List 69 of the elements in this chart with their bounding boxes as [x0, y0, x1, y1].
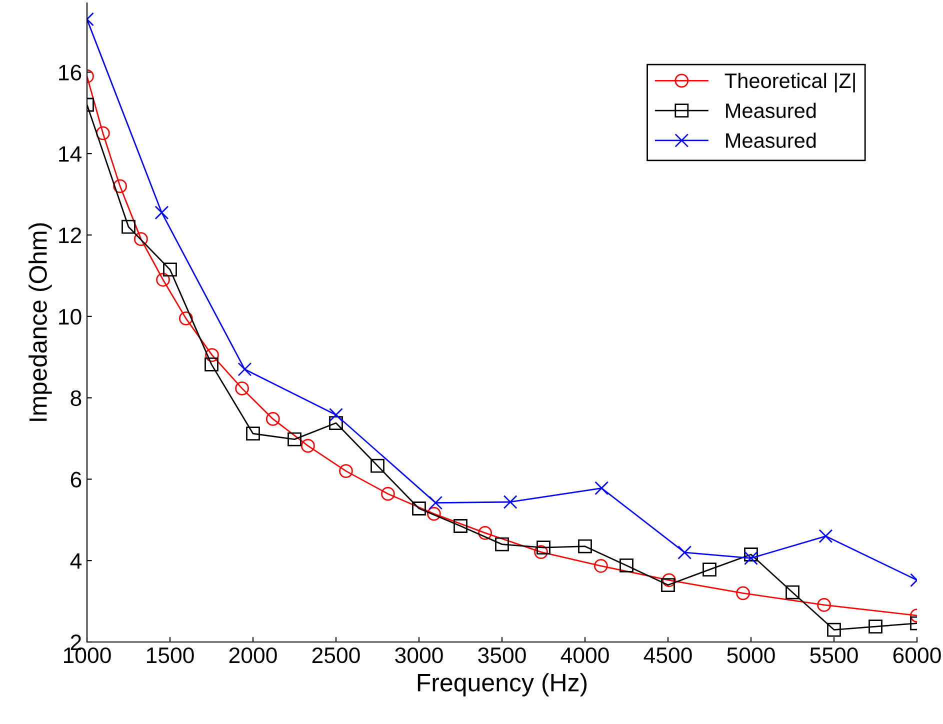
point — [178, 311, 193, 326]
point — [478, 526, 492, 540]
point — [786, 585, 800, 600]
y-tick-label: 8 — [70, 390, 82, 406]
x-axis-title: Frequency (Hz) — [418, 673, 587, 696]
point — [329, 416, 343, 430]
point — [266, 412, 280, 426]
point — [134, 232, 148, 246]
point — [246, 426, 260, 441]
point — [818, 529, 833, 544]
point — [662, 573, 676, 588]
point — [381, 486, 395, 501]
point — [744, 551, 758, 566]
y-tick-label: 12 — [59, 228, 82, 244]
legend-label: Measured — [726, 132, 816, 148]
point — [594, 558, 608, 573]
x-tick-label: 3000 — [395, 647, 443, 664]
point — [205, 348, 219, 362]
point — [454, 519, 468, 533]
point — [412, 502, 426, 516]
y-tick-label: 4 — [70, 553, 82, 569]
point — [426, 506, 441, 521]
legend-label: Theoretical |Z| — [724, 72, 855, 92]
point — [678, 546, 692, 560]
point — [702, 562, 716, 576]
x-tick-label: 4500 — [644, 647, 692, 664]
point — [578, 539, 592, 554]
point — [495, 537, 509, 552]
point — [370, 458, 384, 473]
point — [827, 622, 841, 637]
x-tick-label: 1000 — [64, 647, 111, 664]
point — [288, 432, 302, 446]
x-tick-label: 1500 — [146, 647, 194, 664]
y-tick-label: 10 — [59, 308, 82, 325]
x-tick-label: 5500 — [810, 647, 858, 664]
y-axis-title: Impedance (Ohm) — [28, 223, 52, 421]
point — [744, 548, 758, 562]
y-tick-label: 6 — [70, 472, 82, 488]
x-tick-label: 3500 — [478, 647, 526, 664]
point — [235, 381, 249, 396]
point — [122, 220, 136, 234]
point — [534, 545, 548, 559]
point — [163, 262, 177, 277]
y-tick-label: 16 — [59, 64, 82, 80]
point — [301, 438, 315, 453]
point — [817, 598, 831, 612]
point — [503, 495, 518, 509]
x-tick-label: 6000 — [893, 647, 941, 664]
x-tick-label: 5000 — [727, 647, 775, 664]
x-tick-label: 4000 — [560, 647, 609, 664]
point — [339, 464, 353, 478]
legend-label: Measured — [726, 102, 816, 118]
point — [156, 272, 170, 287]
point — [428, 496, 443, 510]
point — [620, 558, 634, 572]
point — [238, 362, 252, 376]
point — [536, 540, 550, 555]
x-tick-label: 2500 — [312, 647, 360, 664]
y-tick-label: 14 — [59, 146, 82, 162]
point — [594, 481, 609, 496]
point — [868, 620, 882, 634]
point — [661, 578, 675, 592]
point — [736, 586, 750, 600]
point — [96, 126, 110, 140]
point — [329, 408, 343, 422]
point — [204, 357, 218, 372]
point — [113, 179, 127, 194]
x-tick-label: 2000 — [229, 647, 277, 664]
point — [154, 206, 169, 220]
